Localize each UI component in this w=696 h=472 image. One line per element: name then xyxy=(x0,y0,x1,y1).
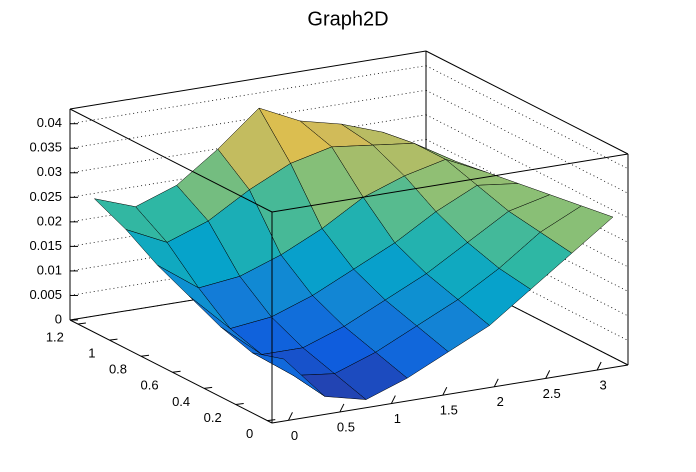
z-tick-label: 0.04 xyxy=(37,115,62,130)
x-tick xyxy=(288,412,293,421)
grid-line xyxy=(425,65,629,170)
z-tick-label: 0.035 xyxy=(29,140,62,155)
x-tick xyxy=(390,395,396,404)
grid-line xyxy=(425,163,629,268)
y-tick xyxy=(267,419,276,422)
box-edge xyxy=(69,50,427,110)
y-tick xyxy=(77,322,86,325)
z-tick-label: 0.03 xyxy=(37,164,62,179)
z-tick-label: 0.015 xyxy=(29,238,62,253)
x-tick-label: 0.5 xyxy=(337,419,355,434)
x-tick xyxy=(442,386,448,396)
y-tick xyxy=(204,386,213,389)
y-tick-label: 1 xyxy=(88,346,95,361)
y-tick xyxy=(109,338,118,341)
x-tick-label: 1 xyxy=(394,411,401,426)
grid-line xyxy=(425,114,629,219)
grid-line xyxy=(425,89,629,194)
grid-line xyxy=(425,188,629,292)
y-tick-label: 0.8 xyxy=(109,362,127,377)
surface-cell xyxy=(252,352,326,397)
y-tick xyxy=(140,354,150,357)
x-tick xyxy=(339,403,345,413)
z-tick-label: 0.005 xyxy=(29,287,62,302)
grid-line xyxy=(425,212,629,317)
box-edge xyxy=(271,153,629,213)
y-tick-label: 0 xyxy=(246,426,253,441)
z-tick-label: 0.01 xyxy=(37,262,62,277)
box-edge xyxy=(69,108,273,213)
x-tick-label: 0 xyxy=(291,428,298,443)
y-tick-label: 0.2 xyxy=(204,410,222,425)
x-tick-label: 2 xyxy=(497,394,504,409)
x-tick xyxy=(545,370,551,379)
z-tick-label: 0.02 xyxy=(37,213,62,228)
y-tick-label: 0.6 xyxy=(141,378,159,393)
chart-title: Graph2D xyxy=(307,8,388,30)
x-tick xyxy=(596,361,602,371)
z-tick-label: 0.025 xyxy=(29,189,62,204)
y-axis xyxy=(69,319,273,424)
grid-line xyxy=(425,261,629,366)
x-tick-label: 2.5 xyxy=(543,386,561,401)
grid-line xyxy=(425,237,629,341)
grid-line xyxy=(69,65,427,125)
z-tick-label: 0 xyxy=(55,311,62,326)
x-tick-label: 3 xyxy=(600,377,607,392)
x-axis xyxy=(271,364,629,424)
x-tick xyxy=(493,378,499,388)
box-edge xyxy=(425,50,629,155)
y-tick xyxy=(235,402,244,405)
y-tick xyxy=(172,370,181,373)
x-tick-label: 1.5 xyxy=(440,403,458,418)
y-tick-label: 0.4 xyxy=(172,394,190,409)
y-tick-label: 1.2 xyxy=(46,329,64,344)
